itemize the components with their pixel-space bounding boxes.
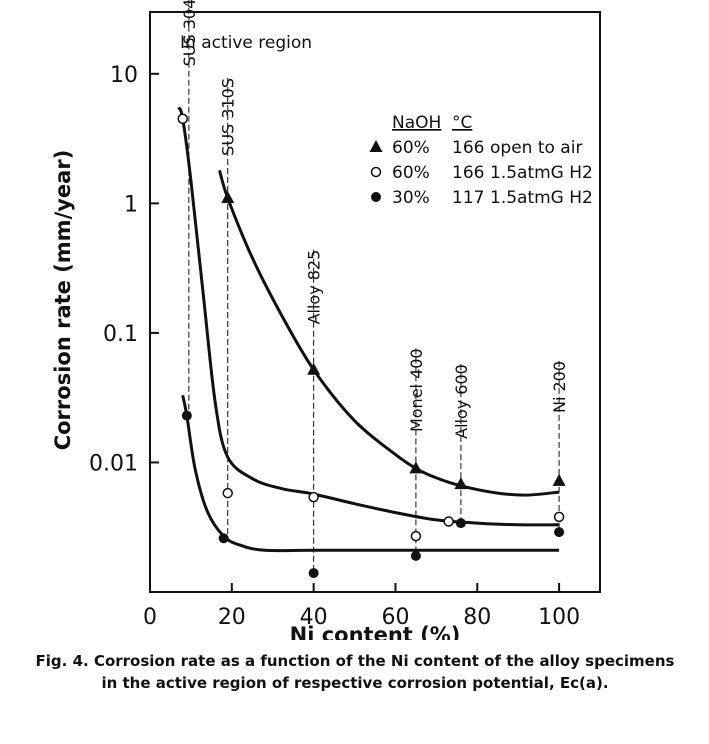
data-point-open-circle bbox=[177, 113, 188, 124]
fit-curve-filled-circle bbox=[181, 394, 560, 553]
legend-marker-open-circle bbox=[370, 166, 382, 178]
x-tick-label: 20 bbox=[218, 605, 246, 630]
data-points bbox=[177, 113, 566, 579]
data-point-filled-circle bbox=[554, 527, 565, 538]
y-tick-label: 0.01 bbox=[89, 451, 138, 476]
alloy-label: Monel 400 bbox=[407, 348, 426, 432]
data-point-filled-circle bbox=[410, 550, 421, 561]
data-point-open-circle bbox=[308, 491, 319, 503]
data-point-open-circle bbox=[222, 487, 233, 499]
legend-temp: 166 bbox=[452, 138, 484, 158]
data-point-filled-triangle bbox=[454, 477, 468, 490]
legend-naoh: 60% bbox=[392, 163, 430, 183]
x-axis-label: Ni content (%) bbox=[290, 623, 461, 640]
alloy-label: SUS 304 bbox=[180, 0, 199, 66]
y-tick-label: 0.1 bbox=[103, 322, 138, 347]
legend-header-naoh: NaOH bbox=[392, 113, 441, 133]
alloy-label: SUS 310S bbox=[219, 78, 238, 156]
legend-atm: 1.5atmG H2 bbox=[490, 188, 593, 208]
legend-naoh: 30% bbox=[392, 188, 430, 208]
data-point-filled-triangle bbox=[307, 362, 321, 375]
data-point-filled-triangle bbox=[409, 461, 423, 474]
data-point-open-circle bbox=[443, 516, 454, 527]
legend-header-temp: °C bbox=[452, 113, 472, 133]
alloy-guides bbox=[188, 0, 560, 574]
y-tick-label: 10 bbox=[110, 63, 138, 88]
data-point-filled-circle bbox=[181, 410, 192, 421]
data-point-filled-triangle bbox=[552, 473, 566, 486]
plot-frame bbox=[149, 11, 601, 593]
legend-atm: 1.5atmG H2 bbox=[490, 163, 593, 183]
alloy-labels: SUS 304 SUS 310S Alloy 825 Monel 400 Alloy 6… bbox=[180, 0, 569, 439]
fit-curve-filled-triangle bbox=[218, 169, 560, 497]
data-point-filled-triangle bbox=[221, 190, 235, 203]
data-point-open-circle bbox=[410, 530, 422, 542]
legend-atm: open to air bbox=[490, 138, 582, 158]
annotation-text: In active region bbox=[180, 33, 312, 53]
x-tick-label: 80 bbox=[463, 605, 491, 630]
axis-ticks: 0 20 40 60 80 100 0.01 0.1 1 10 bbox=[89, 63, 580, 630]
corrosion-chart: In active region Corrosion rate (mm/year… bbox=[51, 0, 601, 640]
x-tick-label: 40 bbox=[300, 605, 328, 630]
data-point-filled-circle bbox=[308, 568, 319, 579]
alloy-label: Alloy 825 bbox=[305, 250, 324, 325]
legend-temp: 166 bbox=[452, 163, 484, 183]
y-axis-label: Corrosion rate (mm/year) bbox=[51, 150, 75, 451]
x-tick-label: 100 bbox=[538, 605, 580, 630]
legend-marker-filled-triangle bbox=[369, 140, 383, 152]
y-tick-label: 1 bbox=[124, 192, 138, 217]
x-tick-label: 0 bbox=[143, 605, 157, 630]
legend-naoh: 60% bbox=[392, 138, 430, 158]
x-tick-label: 60 bbox=[381, 605, 409, 630]
data-point-filled-circle bbox=[455, 518, 466, 529]
data-point-open-circle bbox=[553, 511, 565, 523]
alloy-label: Ni 200 bbox=[550, 361, 569, 413]
figure-caption: Fig. 4. Corrosion rate as a function of … bbox=[35, 652, 675, 692]
data-point-filled-circle bbox=[218, 533, 229, 544]
legend-temp: 117 bbox=[452, 188, 484, 208]
legend-marker-filled-circle bbox=[371, 192, 381, 202]
legend: NaOH °C 60% 166 open to air 60% 166 1.5atmG H2 3… bbox=[369, 113, 593, 208]
alloy-label: Alloy 600 bbox=[452, 364, 471, 439]
